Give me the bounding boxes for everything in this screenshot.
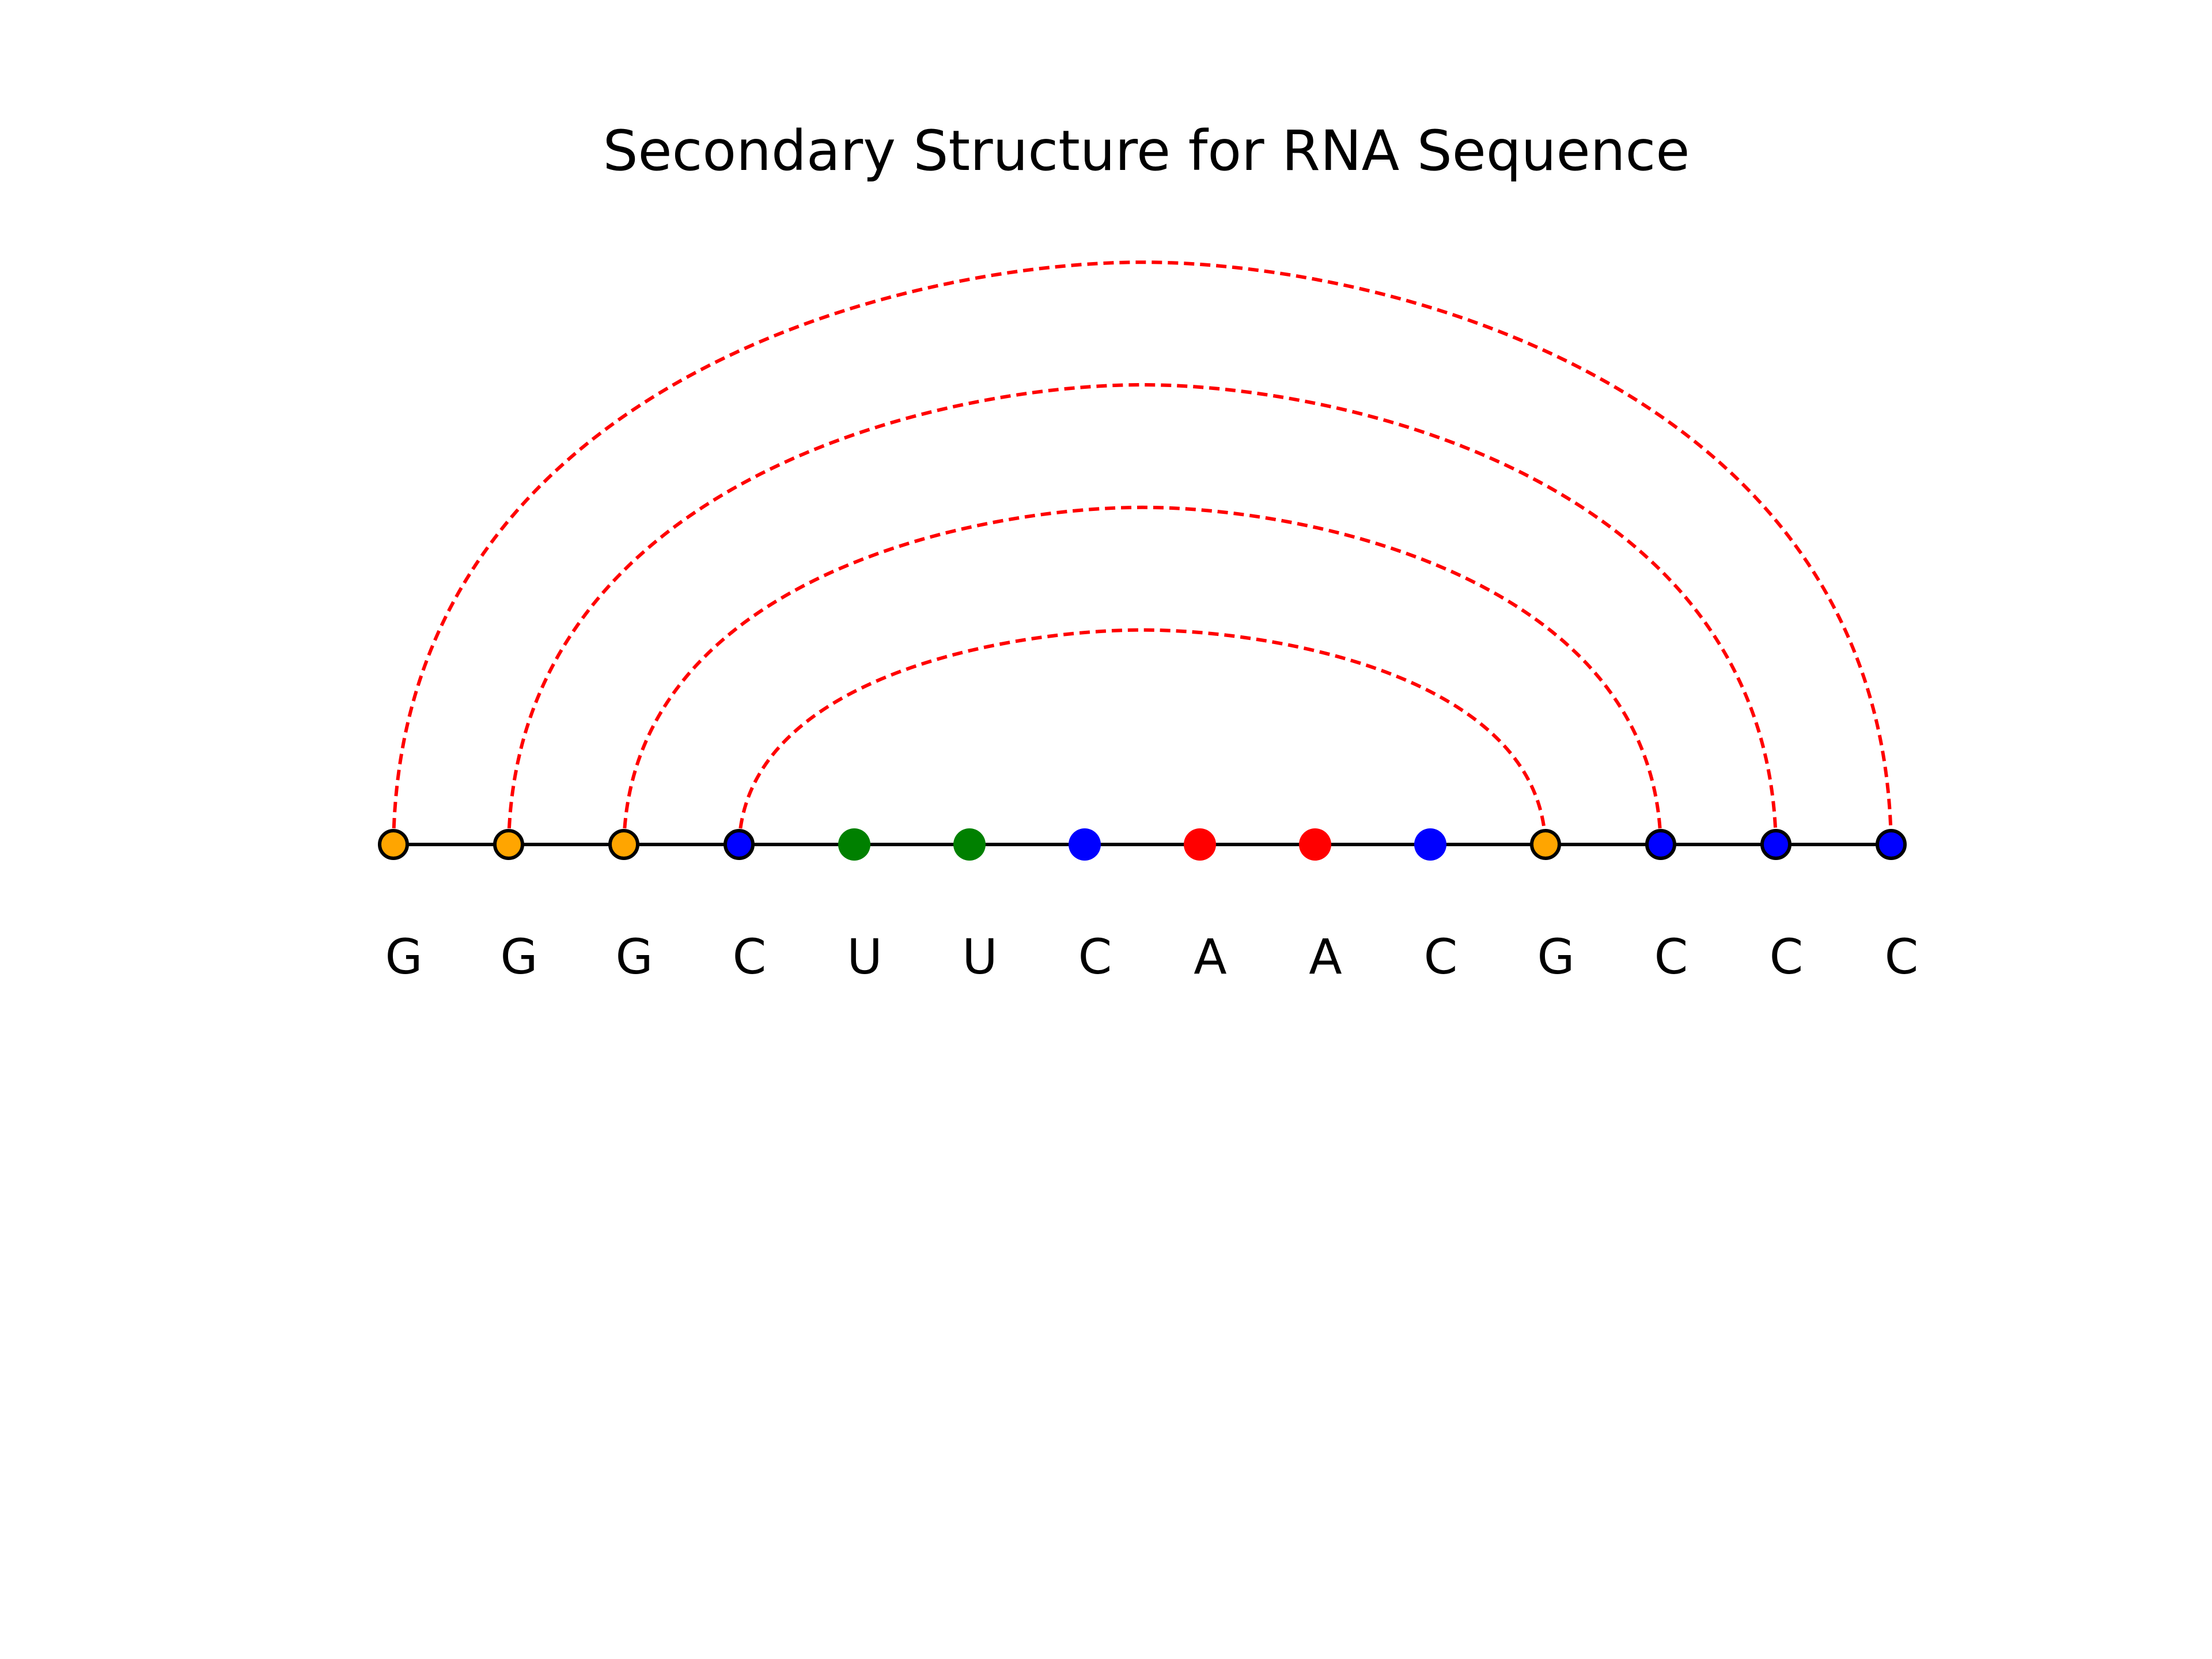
nucleotide-node (1645, 829, 1676, 860)
base-pair-arc (737, 628, 1547, 845)
nucleotide-label: A (1309, 929, 1342, 985)
nucleotide-node (724, 829, 755, 860)
nucleotide-label: C (1654, 929, 1688, 985)
nucleotide-label: G (385, 929, 422, 985)
nucleotide-node (378, 829, 409, 860)
nucleotide-node (608, 829, 639, 860)
nucleotide-label: C (733, 929, 767, 985)
base-pair-arc (392, 260, 1893, 845)
nucleotide-label: C (1770, 929, 1804, 985)
nucleotide-node (493, 829, 524, 860)
nucleotide-nodes (378, 828, 1907, 861)
nucleotide-label: G (1537, 929, 1574, 985)
nucleotide-node (1299, 828, 1331, 861)
nucleotide-node (1069, 828, 1101, 861)
nucleotide-node (953, 828, 986, 861)
nucleotide-node (1414, 828, 1446, 861)
nucleotide-node (838, 828, 870, 861)
nucleotide-label: G (615, 929, 653, 985)
nucleotide-node (1530, 829, 1561, 860)
nucleotide-node (1876, 829, 1907, 860)
base-pair-arcs (392, 260, 1893, 845)
nucleotide-label: U (962, 929, 997, 985)
base-pair-arc (507, 382, 1778, 845)
base-pair-arc (622, 505, 1662, 845)
nucleotide-label: C (1424, 929, 1458, 985)
diagram-title: Secondary Structure for RNA Sequence (603, 119, 1690, 183)
nucleotide-label: G (500, 929, 537, 985)
nucleotide-label: C (1078, 929, 1112, 985)
nucleotide-label: A (1194, 929, 1226, 985)
nucleotide-label: U (847, 929, 882, 985)
nucleotide-label: C (1885, 929, 1919, 985)
nucleotide-node (1760, 829, 1791, 860)
nucleotide-node (1184, 828, 1216, 861)
